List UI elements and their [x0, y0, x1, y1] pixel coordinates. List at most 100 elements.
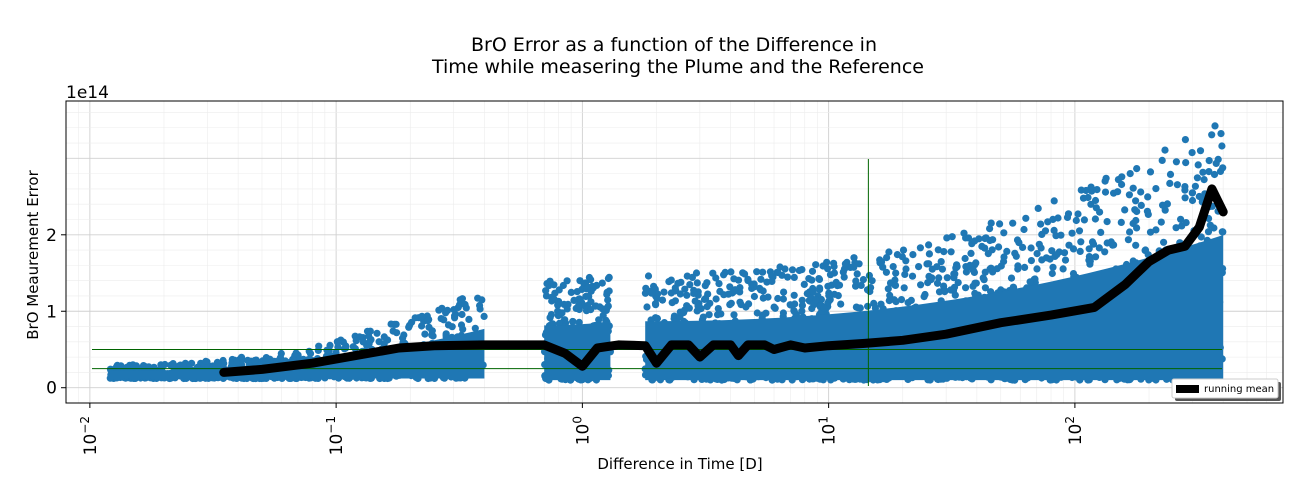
scatter-point: [1152, 185, 1160, 193]
scatter-point: [585, 292, 593, 300]
scatter-point: [1182, 219, 1190, 227]
scatter-point: [1075, 227, 1084, 235]
scatter-point: [691, 297, 699, 305]
scatter-point: [563, 305, 571, 313]
scatter-point: [451, 314, 459, 322]
scatter-point: [1129, 184, 1137, 192]
scatter-point: [809, 288, 817, 296]
scatter-point: [753, 268, 761, 276]
scatter-point: [1181, 194, 1189, 202]
scatter-point: [546, 314, 554, 322]
scatter-point: [897, 296, 906, 304]
scatter-point: [405, 323, 413, 331]
scatter-point: [1144, 210, 1152, 218]
scatter-point: [770, 303, 778, 311]
scatter-point: [996, 220, 1004, 228]
scatter-point: [925, 260, 933, 268]
scatter-point: [683, 291, 691, 299]
y-offset-text: 1e14: [66, 83, 109, 103]
legend-label-running-mean: running mean: [1204, 384, 1274, 395]
scatter-point: [471, 324, 479, 332]
scatter-point: [812, 296, 820, 304]
scatter-point: [768, 272, 776, 280]
scatter-point: [788, 266, 797, 274]
scatter-point: [716, 287, 724, 295]
scatter-point: [653, 314, 662, 323]
scatter-point: [1212, 159, 1220, 167]
scatter-point: [1000, 229, 1008, 237]
scatter-point: [868, 277, 876, 285]
scatter-point: [567, 288, 575, 296]
scatter-point: [583, 285, 591, 293]
scatter-point: [1144, 193, 1152, 201]
scatter-point: [681, 306, 689, 314]
scatter-point: [1103, 218, 1111, 226]
scatter-point: [1102, 174, 1110, 182]
scatter-point: [262, 354, 270, 362]
x-tick-exponent: −2: [78, 416, 92, 434]
scatter-point: [908, 272, 917, 280]
scatter-point: [902, 265, 910, 273]
scatter-point: [891, 281, 900, 289]
scatter-point: [967, 249, 975, 257]
scatter-point: [1211, 122, 1219, 130]
scatter-point: [1191, 182, 1199, 190]
scatter-point: [1059, 265, 1067, 273]
scatter-point: [1022, 214, 1030, 222]
scatter-point: [712, 295, 720, 303]
scatter-point: [790, 307, 798, 315]
scatter-point: [987, 264, 995, 272]
scatter-point: [550, 281, 558, 289]
scatter-point: [715, 280, 723, 288]
scatter-point: [892, 298, 900, 306]
y-axis: 0 1 2: [46, 226, 66, 399]
scatter-point: [1049, 263, 1057, 271]
scatter-point: [935, 274, 943, 282]
scatter-point: [1085, 245, 1093, 253]
scatter-point: [323, 346, 331, 354]
scatter-point: [988, 246, 996, 254]
scatter-point: [643, 303, 651, 311]
scatter-point: [1068, 229, 1076, 237]
scatter-point: [981, 234, 989, 243]
scatter-point: [937, 258, 945, 266]
scatter-point: [1193, 174, 1201, 182]
x-tick-label-text: 10−1: [324, 416, 347, 455]
scatter-point: [1089, 240, 1098, 248]
scatter-point: [184, 364, 193, 372]
scatter-point: [1052, 232, 1060, 240]
scatter-point: [885, 297, 893, 305]
scatter-point: [480, 312, 488, 320]
scatter-point: [1217, 130, 1225, 138]
scatter-point: [1210, 170, 1219, 179]
scatter-point: [786, 301, 794, 309]
scatter-point: [857, 281, 865, 289]
scatter-point: [705, 311, 713, 319]
scatter-point: [1160, 238, 1168, 246]
x-tick-label-text: 100: [570, 416, 593, 445]
scatter-point: [841, 260, 850, 268]
scatter-point: [1027, 257, 1035, 265]
scatter-point: [461, 300, 469, 309]
chart-title-line-1: BrO Error as a function of the Differenc…: [471, 34, 877, 56]
scatter-point: [1050, 197, 1058, 205]
scatter-point: [1037, 220, 1045, 228]
scatter-point: [997, 262, 1005, 270]
scatter-point: [1092, 253, 1100, 261]
scatter-point: [1011, 249, 1019, 257]
scatter-point: [825, 291, 833, 300]
scatter-point: [714, 311, 722, 319]
scatter-point: [917, 281, 925, 289]
scatter-point: [542, 287, 550, 295]
scatter-point: [1219, 164, 1227, 172]
scatter-point: [798, 307, 806, 315]
scatter-point: [1126, 228, 1134, 236]
scatter-point: [232, 358, 241, 366]
scatter-point: [599, 311, 607, 319]
scatter-point: [1038, 230, 1046, 238]
scatter-point: [1194, 161, 1202, 169]
scatter-point: [784, 273, 792, 281]
scatter-point: [1079, 194, 1088, 202]
scatter-point: [306, 350, 315, 358]
